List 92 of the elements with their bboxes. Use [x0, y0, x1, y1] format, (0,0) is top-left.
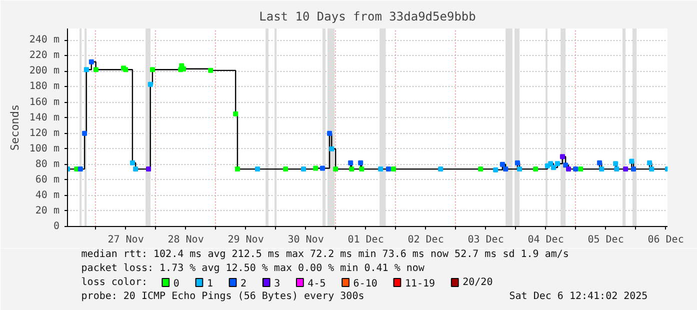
point — [578, 166, 584, 172]
y-tick-label: 220 m — [29, 50, 60, 62]
legend-label: 1 — [206, 278, 213, 290]
point — [478, 166, 484, 172]
y-tick-label: 80 m — [35, 158, 60, 170]
point — [623, 166, 628, 172]
point — [551, 164, 556, 170]
text: Sat Dec 6 12:41:02 2025 — [509, 291, 648, 302]
point — [631, 166, 636, 172]
x-tick-label: 02 Dec — [408, 234, 444, 246]
point — [599, 166, 604, 172]
y-tick-label: 20 m — [35, 205, 60, 216]
y-tick-label: 140 m — [29, 112, 60, 124]
point — [254, 166, 260, 172]
x-tick-label: 01 Dec — [348, 234, 384, 246]
point — [493, 167, 498, 172]
y-tick-label: 240 m — [29, 34, 60, 46]
legend-label: 3 — [274, 278, 280, 290]
point — [514, 160, 520, 166]
text: probe: 20 ICMP Echo Pings (56 Bytes) every 300s — [81, 291, 364, 302]
text: packet loss: 1.73 % avg 12.50 % max 0.00 % min 0.41 % now — [81, 263, 426, 274]
y-tick-label: 160 m — [29, 96, 60, 108]
point — [146, 166, 151, 172]
legend-label: 20/20 — [462, 277, 493, 288]
y-tick-label: 60 m — [35, 174, 60, 186]
point — [320, 166, 325, 171]
point — [386, 166, 391, 172]
chart-title: Last 10 Days from 33da9d5e9bbb — [259, 10, 476, 24]
x-tick-label: 29 Nov — [228, 234, 264, 246]
point — [313, 166, 318, 171]
x-tick-label: 27 Nov — [108, 234, 144, 246]
legend-label: 11-19 — [404, 278, 436, 290]
x-tick-label: 05 Dec — [588, 234, 624, 246]
point — [78, 166, 83, 172]
point — [84, 67, 89, 72]
y-tick-label: 120 m — [29, 128, 60, 139]
point — [359, 166, 364, 172]
point — [378, 166, 384, 172]
point — [629, 158, 634, 164]
point — [614, 166, 620, 172]
x-tick-label: 28 Nov — [168, 234, 204, 246]
point — [500, 162, 505, 167]
legend-label: 2 — [240, 278, 247, 290]
point — [283, 166, 288, 172]
point — [82, 130, 88, 136]
point — [358, 160, 364, 166]
point — [88, 59, 94, 64]
legend-label: 0 — [173, 278, 180, 290]
point — [613, 161, 618, 166]
y-tick-label: 180 m — [29, 81, 60, 92]
point — [573, 166, 578, 172]
point — [649, 166, 654, 172]
point — [348, 160, 354, 166]
point — [150, 67, 155, 72]
point — [329, 146, 334, 152]
legend-label: 6-10 — [353, 278, 378, 290]
y-tick-label: 40 m — [35, 190, 60, 201]
y-tick-label: 200 m — [29, 66, 60, 77]
point — [517, 166, 522, 172]
point — [560, 154, 565, 160]
point — [234, 166, 240, 172]
point — [563, 162, 568, 168]
legend-label: 4-5 — [308, 278, 326, 290]
point — [503, 166, 508, 172]
point — [349, 166, 354, 172]
legend-title: loss color: — [81, 277, 148, 288]
point — [208, 68, 214, 73]
point — [548, 161, 554, 166]
point — [597, 160, 602, 166]
point — [647, 160, 652, 166]
point — [130, 160, 135, 166]
point — [133, 166, 138, 172]
point — [333, 166, 338, 172]
point — [554, 161, 560, 166]
point — [327, 130, 332, 136]
point — [148, 82, 153, 87]
point — [438, 166, 444, 172]
point — [533, 166, 538, 172]
x-tick-label: 04 Dec — [528, 234, 564, 246]
point — [566, 166, 571, 172]
text: median rtt: 102.4 ms avg 212.5 ms max 72.2 ms min 73.6 ms now 52.7 ms sd 1.9 am/s — [81, 249, 569, 260]
point — [93, 67, 98, 72]
point — [301, 166, 306, 172]
y-tick-label: 100 m — [29, 143, 60, 154]
x-tick-label: 06 Dec — [648, 234, 684, 246]
point — [391, 166, 396, 172]
x-tick-label: 30 Nov — [288, 234, 324, 246]
point — [233, 111, 238, 116]
y-tick-label: 0 — [53, 221, 60, 232]
x-tick-label: 03 Dec — [468, 234, 504, 246]
point — [123, 67, 128, 72]
y-axis-title: Seconds — [8, 104, 22, 151]
